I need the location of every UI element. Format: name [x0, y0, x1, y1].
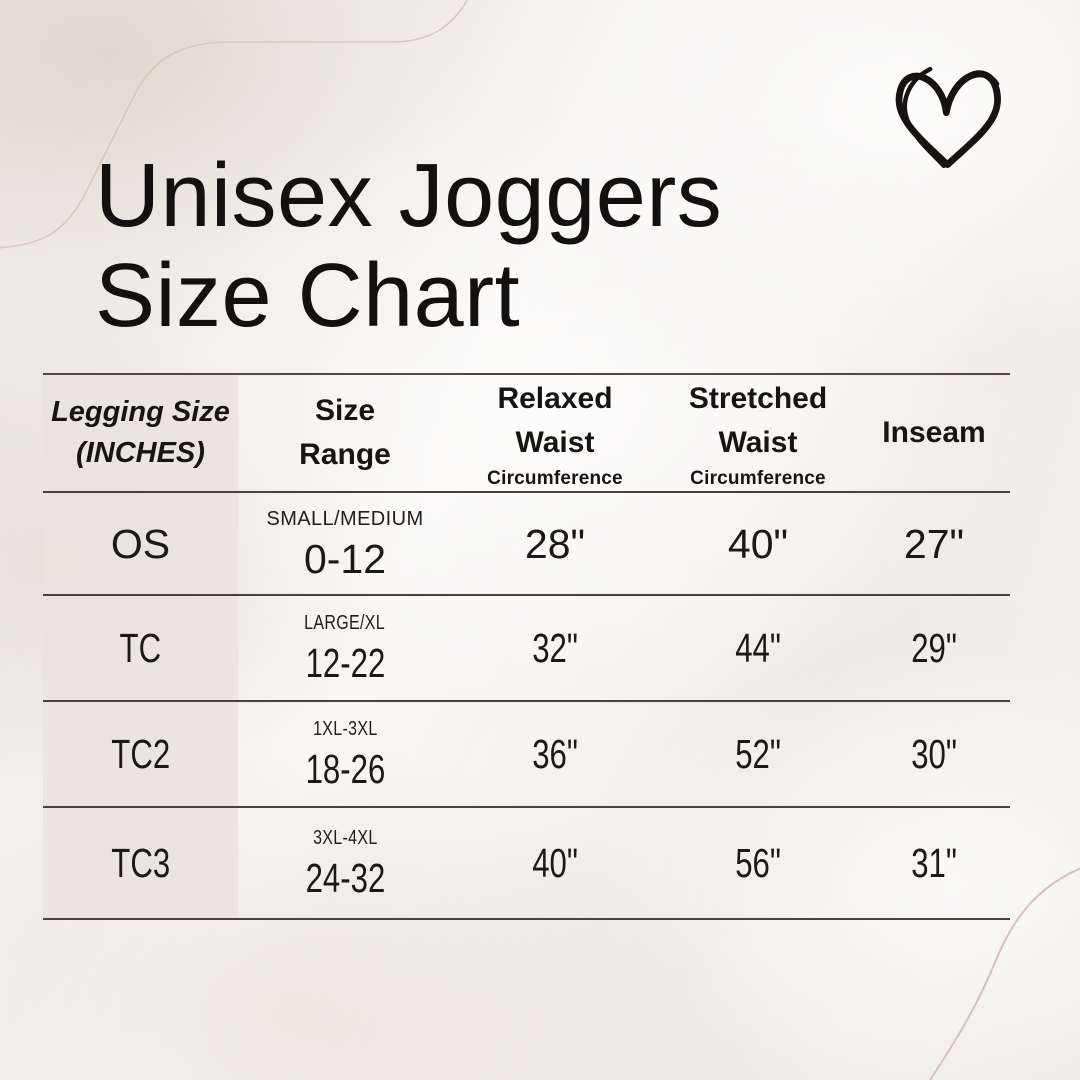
inseam-value: 31"	[911, 840, 957, 886]
cell-size-range: 3XL-4XL 24-32	[238, 808, 452, 918]
size-label-value: SMALL/MEDIUM	[266, 507, 424, 530]
col-header-relaxed-line2: Waist	[515, 425, 595, 459]
relaxed-waist-value: 32"	[532, 625, 578, 671]
decorative-curve-bottom-right	[928, 867, 1080, 1080]
cell-legging-size: TC3	[43, 808, 238, 918]
inseam-value: 30"	[911, 731, 957, 777]
table-row: TC3 3XL-4XL 24-32 40" 56" 31"	[43, 808, 1010, 920]
legging-size-value: TC	[119, 625, 162, 671]
col-header-relaxed-line1: Relaxed	[497, 381, 613, 415]
cell-stretched-waist: 56"	[658, 808, 858, 918]
cell-size-range: LARGE/XL 12-22	[238, 596, 452, 700]
page-title-line1: Unisex Joggers	[95, 146, 723, 246]
cell-legging-size: TC2	[43, 702, 238, 806]
size-chart-table: Legging Size (INCHES) Size Range Relaxed…	[43, 373, 1010, 920]
legging-size-value: OS	[110, 520, 171, 567]
legging-size-value: TC2	[111, 731, 170, 777]
col-header-size-range-line2: Range	[299, 438, 391, 471]
size-range-value: 12-22	[305, 640, 385, 686]
stretched-waist-value: 52"	[735, 731, 781, 777]
col-header-inseam: Inseam	[858, 375, 1010, 491]
page-title-line2: Size Chart	[95, 246, 521, 346]
cell-stretched-waist: 44"	[658, 596, 858, 700]
cell-relaxed-waist: 40"	[452, 808, 658, 918]
cell-relaxed-waist: 32"	[452, 596, 658, 700]
stretched-waist-value: 56"	[735, 840, 781, 886]
cell-stretched-waist: 52"	[658, 702, 858, 806]
col-header-legging-size-line1: Legging Size	[51, 396, 230, 428]
inseam-value: 29"	[911, 625, 957, 671]
size-label-value: 1XL-3XL	[312, 718, 378, 740]
cell-inseam: 27"	[858, 493, 1010, 594]
stretched-waist-value: 44"	[735, 625, 781, 671]
size-label-value: 3XL-4XL	[312, 827, 378, 849]
inseam-value: 27"	[903, 520, 965, 567]
cell-stretched-waist: 40"	[658, 493, 858, 594]
col-header-stretched-line2: Waist	[718, 425, 798, 459]
col-header-legging-size: Legging Size (INCHES)	[43, 375, 238, 491]
relaxed-waist-value: 28"	[524, 520, 586, 567]
col-header-stretched-waist: Stretched Waist Circumference	[658, 375, 858, 491]
page-title: Unisex Joggers Size Chart	[95, 146, 722, 346]
decorative-curve-top-left	[0, 0, 468, 249]
cell-relaxed-waist: 36"	[452, 702, 658, 806]
stretched-waist-value: 40"	[727, 520, 789, 567]
table-row: TC LARGE/XL 12-22 32" 44" 29"	[43, 596, 1010, 702]
size-range-value: 18-26	[305, 746, 385, 792]
table-row: TC2 1XL-3XL 18-26 36" 52" 30"	[43, 702, 1010, 808]
cell-relaxed-waist: 28"	[452, 493, 658, 594]
cell-inseam: 30"	[858, 702, 1010, 806]
size-range-value: 0-12	[303, 535, 387, 582]
cell-legging-size: OS	[43, 493, 238, 594]
cell-inseam: 29"	[858, 596, 1010, 700]
cell-legging-size: TC	[43, 596, 238, 700]
cell-inseam: 31"	[858, 808, 1010, 918]
col-header-stretched-sub: Circumference	[690, 467, 826, 489]
size-label-value: LARGE/XL	[304, 612, 386, 634]
table-row: OS SMALL/MEDIUM 0-12 28" 40" 27"	[43, 493, 1010, 596]
col-header-legging-size-line2: (INCHES)	[76, 437, 205, 469]
legging-size-value: TC3	[111, 840, 170, 886]
cell-size-range: 1XL-3XL 18-26	[238, 702, 452, 806]
col-header-inseam-label: Inseam	[882, 416, 986, 449]
col-header-stretched-line1: Stretched	[688, 381, 828, 415]
col-header-size-range: Size Range	[238, 375, 452, 491]
cell-size-range: SMALL/MEDIUM 0-12	[238, 493, 452, 594]
table-header-row: Legging Size (INCHES) Size Range Relaxed…	[43, 373, 1010, 493]
col-header-relaxed-sub: Circumference	[487, 467, 623, 489]
relaxed-waist-value: 36"	[532, 731, 578, 777]
relaxed-waist-value: 40"	[532, 840, 578, 886]
size-range-value: 24-32	[305, 855, 385, 901]
col-header-relaxed-waist: Relaxed Waist Circumference	[452, 375, 658, 491]
heart-icon	[895, 66, 1001, 169]
col-header-size-range-line1: Size	[314, 394, 376, 427]
